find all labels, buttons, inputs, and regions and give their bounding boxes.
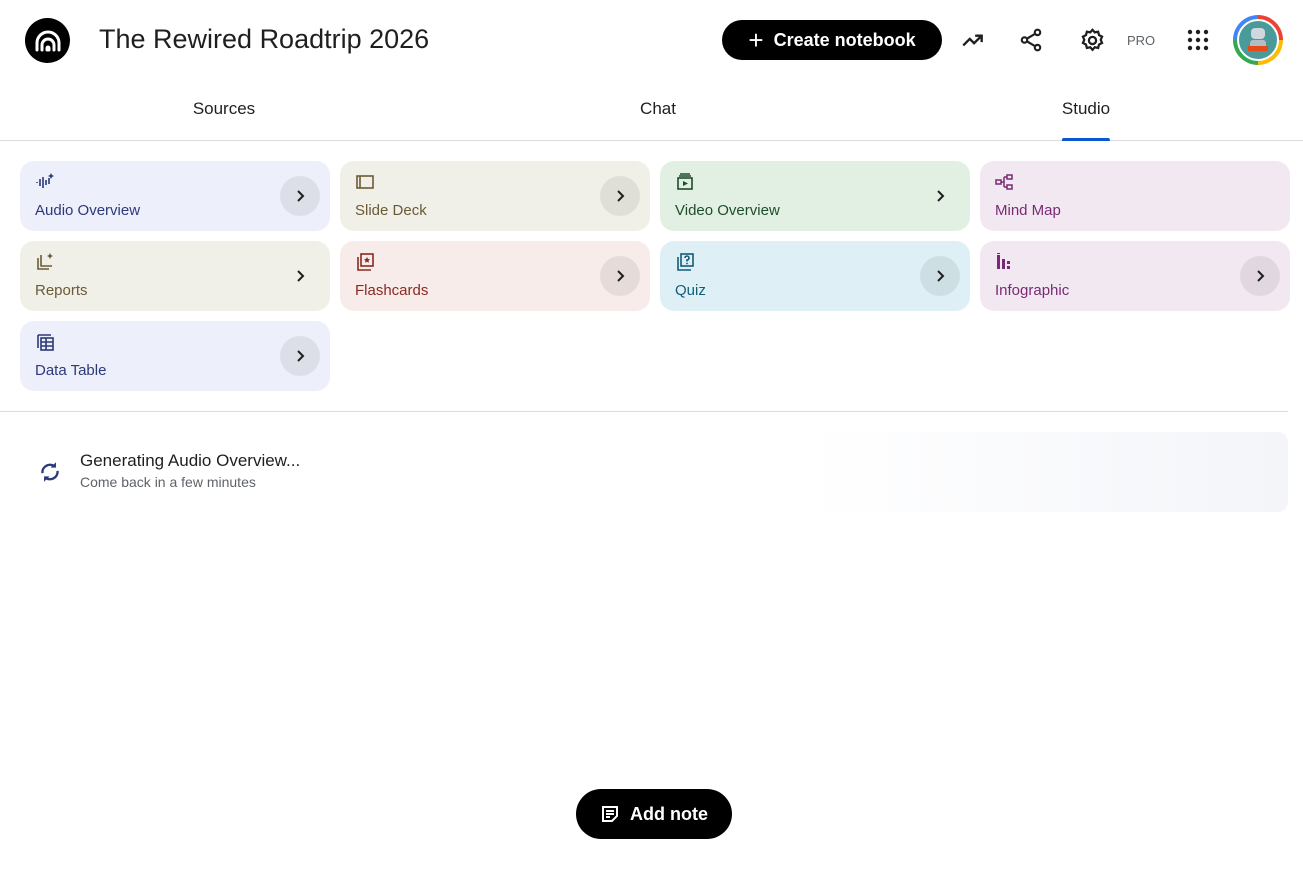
studio-tool-label: Infographic xyxy=(995,282,1070,299)
share-icon[interactable] xyxy=(1017,26,1045,54)
studio-tool-infographic[interactable]: Infographic xyxy=(980,241,1290,311)
divider xyxy=(0,411,1288,412)
mind-map-icon xyxy=(995,174,1013,190)
sync-icon xyxy=(41,462,59,482)
studio-tool-label: Audio Overview xyxy=(35,202,141,219)
generating-subtitle: Come back in a few minutes xyxy=(80,474,256,490)
audio-waveform-icon xyxy=(36,173,54,188)
chevron-right-icon[interactable] xyxy=(920,176,960,216)
studio-tool-label: Video Overview xyxy=(675,202,780,219)
app-logo[interactable] xyxy=(25,18,70,63)
chevron-right-icon[interactable] xyxy=(280,176,320,216)
add-note-button[interactable]: Add note xyxy=(576,789,732,839)
pro-badge: PRO xyxy=(1127,33,1156,48)
studio-tool-audio-overview[interactable]: Audio Overview xyxy=(20,161,330,231)
tab-studio[interactable]: Studio xyxy=(1061,99,1111,141)
tab-sources[interactable]: Sources xyxy=(192,99,256,118)
notebook-title[interactable]: The Rewired Roadtrip 2026 xyxy=(99,24,430,54)
data-table-icon xyxy=(37,334,54,351)
studio-tool-slide-deck[interactable]: Slide Deck xyxy=(340,161,650,231)
chevron-right-icon[interactable] xyxy=(1240,256,1280,296)
user-avatar[interactable] xyxy=(1233,15,1283,65)
studio-tools-grid: Audio Overview Slide Deck Video Overview Mi… xyxy=(20,161,1290,391)
create-notebook-button[interactable]: + Create notebook xyxy=(722,20,942,60)
studio-tool-quiz[interactable]: Quiz xyxy=(660,241,970,311)
chevron-right-icon[interactable] xyxy=(600,176,640,216)
studio-tool-video-overview[interactable]: Video Overview xyxy=(660,161,970,231)
chevron-right-icon[interactable] xyxy=(280,336,320,376)
note-icon xyxy=(602,806,618,822)
notebook-logo-icon xyxy=(35,30,60,51)
chevron-right-icon[interactable] xyxy=(280,256,320,296)
studio-tool-label: Quiz xyxy=(675,282,706,299)
infographic-icon xyxy=(997,253,1010,269)
tab-chat[interactable]: Chat xyxy=(640,99,676,118)
studio-tool-label: Mind Map xyxy=(995,202,1061,219)
generating-title: Generating Audio Overview... xyxy=(80,451,301,470)
studio-tool-reports[interactable]: Reports xyxy=(20,241,330,311)
chevron-right-icon[interactable] xyxy=(920,256,960,296)
flashcards-icon xyxy=(357,253,374,271)
studio-tool-data-table[interactable]: Data Table xyxy=(20,321,330,391)
main-tabs: Sources Chat Studio xyxy=(0,80,1303,141)
reports-icon xyxy=(37,253,53,270)
slides-icon xyxy=(356,175,374,189)
studio-tool-label: Data Table xyxy=(35,362,107,379)
studio-tool-label: Slide Deck xyxy=(355,202,427,219)
video-icon xyxy=(677,173,693,190)
robot-avatar-icon xyxy=(1248,28,1268,51)
add-note-label: Add note xyxy=(630,803,708,824)
studio-tool-label: Flashcards xyxy=(355,282,429,299)
analytics-trend-icon[interactable] xyxy=(959,26,987,54)
plus-icon: + xyxy=(748,25,764,55)
chevron-right-icon[interactable] xyxy=(600,256,640,296)
generating-audio-overview-item[interactable]: Generating Audio Overview... Come back i… xyxy=(20,432,1288,512)
studio-tool-mind-map[interactable]: Mind Map xyxy=(980,161,1290,231)
create-notebook-label: Create notebook xyxy=(773,29,916,50)
studio-tool-label: Reports xyxy=(35,282,88,299)
apps-grid-icon[interactable] xyxy=(1184,26,1212,54)
settings-gear-icon[interactable] xyxy=(1078,26,1106,54)
quiz-icon xyxy=(677,253,694,271)
studio-tool-flashcards[interactable]: Flashcards xyxy=(340,241,650,311)
